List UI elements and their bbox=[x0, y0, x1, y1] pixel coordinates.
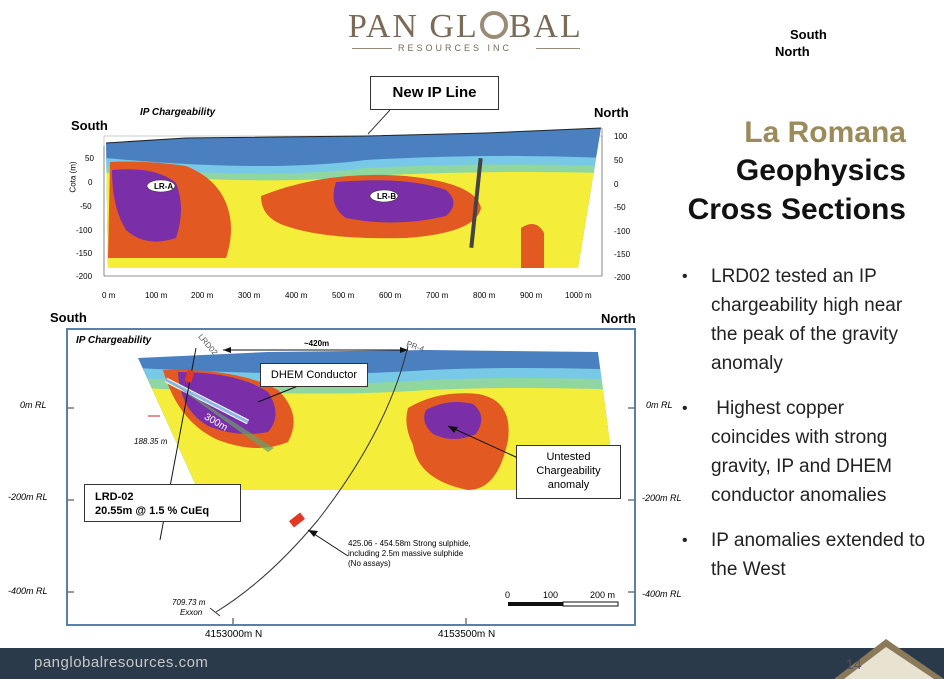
logo-tagline: RESOURCES INC bbox=[398, 43, 513, 53]
bullet-item: • Highest copper coincides with strong g… bbox=[678, 394, 928, 510]
x-tick: 800 m bbox=[473, 291, 496, 300]
lower-section-title: IP Chargeability bbox=[76, 335, 152, 346]
rl-label-right: -400m RL bbox=[642, 589, 682, 599]
x-tick: 900 m bbox=[520, 291, 543, 300]
logo-wordmark: PAN GL BAL bbox=[348, 8, 583, 45]
upper-y-axis-label: Cota (m) bbox=[68, 161, 78, 193]
logo-rule-left bbox=[352, 48, 392, 49]
bullet-dot-icon: • bbox=[682, 400, 688, 417]
lower-south-label: South bbox=[50, 310, 87, 325]
hole-separation-label: ~420m bbox=[304, 339, 330, 348]
lrd02-result-box: LRD-02 20.55m @ 1.5 % CuEq bbox=[84, 484, 241, 522]
bullet-list: • LRD02 tested an IP chargeability high n… bbox=[678, 262, 928, 600]
page-number: 14 bbox=[846, 656, 862, 672]
ip-section-lower bbox=[66, 328, 636, 626]
x-tick: 400 m bbox=[285, 291, 308, 300]
bullet-dot-icon: • bbox=[682, 268, 688, 285]
x-tick: 200 m bbox=[191, 291, 214, 300]
scale-label-100: 100 bbox=[543, 590, 559, 600]
ip-section-upper bbox=[103, 127, 603, 277]
slide-footer: panglobalresources.com bbox=[0, 648, 944, 679]
callout-pointer bbox=[367, 109, 391, 135]
upper-south-label: South bbox=[71, 118, 108, 133]
slide-title-line2: Geophysics bbox=[735, 154, 906, 187]
x-tick: 700 m bbox=[426, 291, 449, 300]
anomaly-label-lrb: LR-B bbox=[377, 192, 397, 201]
y-tick-right: 50 bbox=[614, 156, 623, 165]
x-tick: 1000 m bbox=[565, 291, 592, 300]
scale-label-0: 0 bbox=[505, 590, 511, 600]
rl-label-left: 0m RL bbox=[20, 400, 47, 410]
bullet-item: • IP anomalies extended to the West bbox=[678, 526, 928, 584]
new-ip-line-callout: New IP Line bbox=[370, 76, 499, 110]
lrd02-depth-label: 188.35 m bbox=[134, 437, 168, 446]
y-tick-left: 50 bbox=[85, 154, 94, 163]
footer-url: panglobalresources.com bbox=[34, 654, 209, 671]
northing-label: 4153000m N bbox=[205, 629, 263, 640]
scale-label-200: 200 m bbox=[590, 590, 616, 600]
y-tick-right: 0 bbox=[614, 180, 619, 189]
dhem-conductor-callout: DHEM Conductor bbox=[260, 363, 368, 387]
x-tick: 500 m bbox=[332, 291, 355, 300]
y-tick-left: -200 bbox=[76, 272, 93, 281]
rl-label-left: -200m RL bbox=[8, 492, 48, 502]
bullet-item: • LRD02 tested an IP chargeability high n… bbox=[678, 262, 928, 378]
anomaly-label-lra: LR-A bbox=[154, 182, 174, 191]
logo-rule-right bbox=[536, 48, 580, 49]
x-tick: 0 m bbox=[102, 291, 116, 300]
slide-title-project: La Romana bbox=[744, 116, 906, 149]
y-tick-left: 0 bbox=[88, 178, 93, 187]
y-tick-right: 100 bbox=[614, 132, 628, 141]
untested-anomaly-callout: Untested Chargeability anomaly bbox=[516, 445, 621, 499]
y-tick-left: -100 bbox=[76, 226, 93, 235]
ip-section-lower-graphic bbox=[68, 345, 634, 624]
header-north-label: North bbox=[775, 44, 810, 59]
y-tick-left: -50 bbox=[80, 202, 92, 211]
upper-section-title: IP Chargeability bbox=[140, 107, 216, 118]
x-tick: 600 m bbox=[379, 291, 402, 300]
company-logo: PAN GL BAL RESOURCES INC bbox=[0, 4, 944, 54]
y-tick-right: -150 bbox=[614, 250, 631, 259]
rl-label-left: -400m RL bbox=[8, 586, 48, 596]
x-tick: 100 m bbox=[145, 291, 168, 300]
rl-label-right: 0m RL bbox=[646, 400, 673, 410]
globe-icon bbox=[479, 11, 508, 39]
exxon-depth-label: 709.73 m bbox=[172, 598, 206, 607]
y-tick-right: -50 bbox=[614, 203, 626, 212]
x-tick: 300 m bbox=[238, 291, 261, 300]
header-south-label: South bbox=[790, 27, 827, 42]
y-tick-right: -200 bbox=[614, 273, 631, 282]
y-tick-right: -100 bbox=[614, 227, 631, 236]
upper-north-label: North bbox=[594, 105, 629, 120]
slide-title-line3: Cross Sections bbox=[687, 193, 906, 226]
rl-label-right: -200m RL bbox=[642, 493, 682, 503]
page-number-tab-icon bbox=[834, 639, 944, 679]
northing-label: 4153500m N bbox=[438, 629, 496, 640]
lower-north-label: North bbox=[601, 311, 636, 326]
sulphide-intercept-note: 425.06 - 454.58m Strong sulphide, includ… bbox=[348, 539, 471, 568]
bullet-dot-icon: • bbox=[682, 532, 688, 549]
y-tick-left: -150 bbox=[76, 249, 93, 258]
exxon-hole-label: Exxon bbox=[180, 608, 203, 617]
